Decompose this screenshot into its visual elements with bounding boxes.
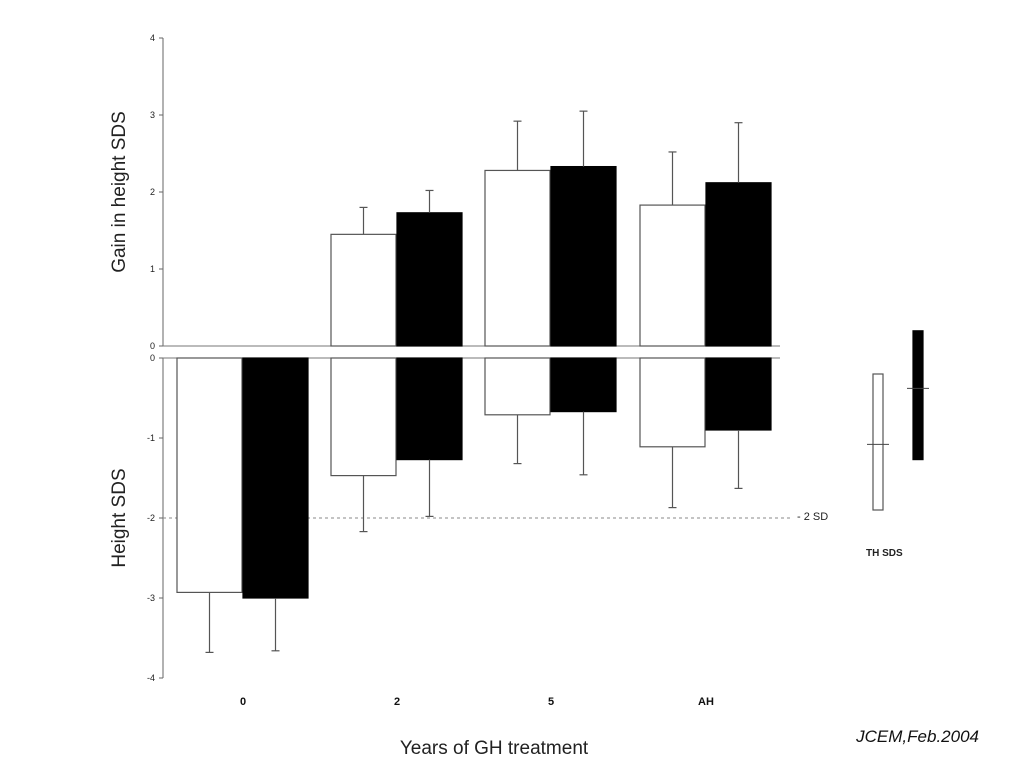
- target-height-bar-black: [912, 330, 924, 461]
- x-category-label: 0: [240, 696, 246, 708]
- top-bar-white: [639, 204, 706, 347]
- bottom-bar-black: [242, 357, 309, 599]
- top-y-tick-label: 2: [150, 187, 155, 197]
- bottom-y-tick-label: -2: [147, 513, 155, 523]
- top-bar-white: [330, 233, 397, 347]
- x-category-label: 5: [548, 696, 554, 708]
- bottom-y-tick-label: -1: [147, 433, 155, 443]
- bottom-y-tick-label: -4: [147, 673, 155, 683]
- top-y-tick-label: 1: [150, 264, 155, 274]
- top-bar-black: [550, 165, 617, 347]
- x-axis-title: Years of GH treatment: [400, 738, 589, 759]
- bottom-y-tick-label: 0: [150, 353, 155, 363]
- x-category-label: 2: [394, 696, 400, 708]
- bottom-y-axis-title: Height SDS: [109, 468, 130, 567]
- top-bar-black: [396, 212, 463, 347]
- target-height-bar-white: [872, 373, 884, 511]
- bottom-bar-white: [330, 357, 397, 477]
- bottom-bar-white: [639, 357, 706, 448]
- target-height-label: TH SDS: [866, 548, 903, 559]
- x-category-label: AH: [698, 696, 714, 708]
- top-y-axis-title: Gain in height SDS: [109, 111, 130, 273]
- bottom-bar-white: [176, 357, 243, 593]
- bottom-bar-black: [396, 357, 463, 461]
- chart-marks: 4 3 2 1 0 0 -1 -2 -3 -4 0 2 5 AH: [147, 33, 929, 708]
- bottom-bar-white: [484, 357, 551, 416]
- citation: JCEM,Feb.2004: [855, 727, 979, 746]
- bottom-bar-black: [550, 357, 617, 413]
- bottom-y-tick-label: -3: [147, 593, 155, 603]
- top-bar-white: [484, 169, 551, 347]
- top-bar-black: [705, 182, 772, 347]
- top-y-tick-label: 3: [150, 110, 155, 120]
- reference-line-label: - 2 SD: [797, 511, 828, 523]
- top-y-tick-label: 0: [150, 341, 155, 351]
- top-y-tick-label: 4: [150, 33, 155, 43]
- bottom-bar-black: [705, 357, 772, 431]
